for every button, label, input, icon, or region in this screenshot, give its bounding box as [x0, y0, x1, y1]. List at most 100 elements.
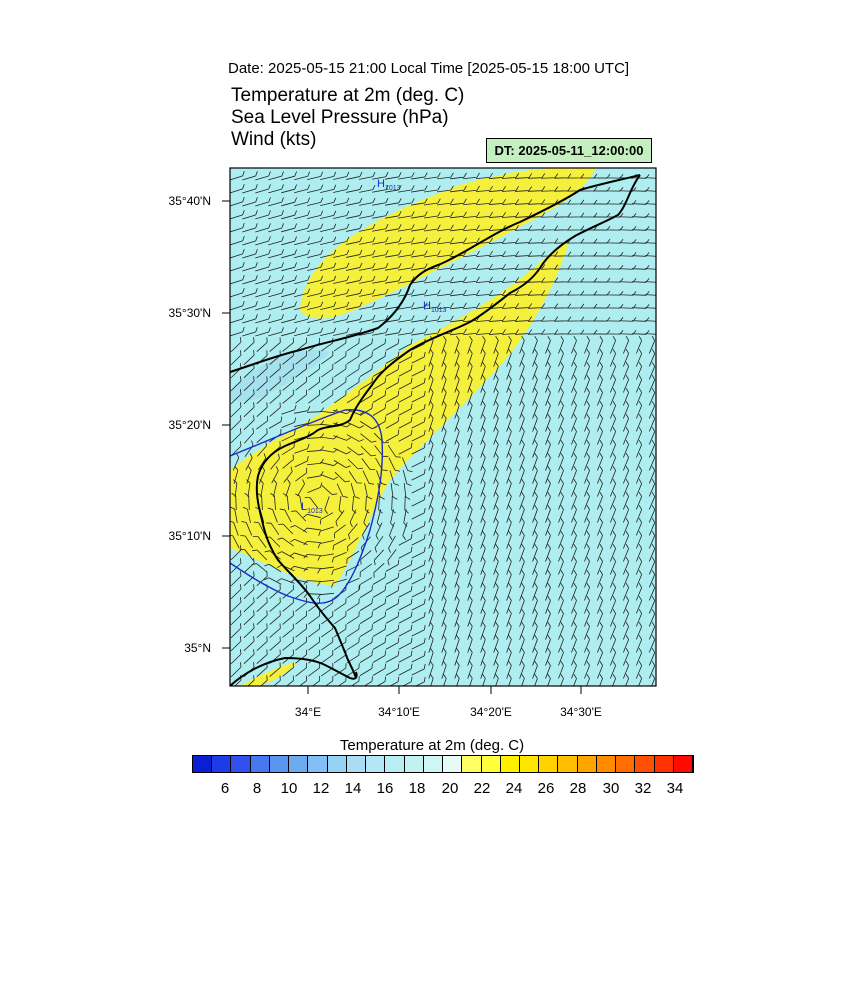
wind-barb — [493, 479, 499, 497]
wind-barb — [501, 212, 520, 218]
wind-barb — [411, 598, 426, 611]
wind-barb — [584, 466, 590, 484]
wind-barb — [532, 518, 538, 536]
wind-barb — [480, 349, 486, 367]
wind-barb — [514, 199, 533, 205]
wind-barb — [610, 531, 616, 549]
wind-barb — [462, 185, 480, 193]
wind-barb — [475, 289, 493, 297]
wind-barb — [398, 172, 415, 180]
wind-barb — [240, 535, 253, 549]
wind-barb — [597, 531, 603, 549]
wind-barb — [398, 429, 413, 442]
wind-barb — [622, 531, 630, 549]
wind-barb — [411, 442, 426, 455]
wind-barb — [255, 223, 271, 233]
wind-barb — [493, 557, 499, 575]
wind-barb — [475, 198, 493, 206]
wind-barb — [437, 250, 454, 258]
wind-barb — [635, 401, 643, 419]
isobar-1013-west — [230, 409, 346, 457]
wind-barb — [493, 583, 499, 601]
wind-barb — [333, 327, 350, 336]
wind-barb — [597, 648, 603, 666]
wind-barb — [346, 301, 363, 310]
wind-barb — [359, 301, 376, 310]
wind-barb — [242, 236, 258, 246]
wind-barb — [359, 650, 373, 663]
wind-barb — [545, 609, 551, 627]
wind-barb — [282, 493, 290, 511]
wind-barb — [428, 609, 434, 627]
wind-barb — [411, 481, 426, 494]
lat-label: 35°N — [184, 641, 211, 655]
wind-barb — [480, 505, 486, 523]
wind-barb — [243, 610, 255, 626]
colorbar-tick-label: 20 — [441, 780, 459, 797]
wind-barb — [488, 276, 506, 283]
wind-barb — [333, 377, 347, 391]
wind-barb — [454, 661, 460, 679]
wind-barb — [256, 610, 268, 625]
wind-barb — [441, 622, 447, 640]
colorbar-tick-label: 18 — [408, 780, 426, 797]
wind-barb — [320, 249, 337, 258]
wind-barb — [540, 212, 559, 218]
wind-barb — [273, 479, 277, 497]
wind-barb — [398, 377, 413, 390]
wind-barb — [584, 674, 590, 686]
wind-barb — [269, 623, 281, 638]
wind-barb — [622, 453, 630, 471]
wind-barb — [362, 522, 370, 540]
wind-barb — [398, 572, 413, 585]
wind-barb — [610, 362, 616, 380]
wind-barb — [519, 349, 525, 367]
wind-barb — [571, 427, 577, 445]
wind-barb — [333, 598, 347, 612]
wind-barb — [346, 249, 363, 258]
wind-barb — [635, 531, 643, 549]
colorbar-tick-label: 16 — [376, 780, 394, 797]
wind-barb — [255, 171, 271, 181]
wind-barb — [467, 531, 473, 549]
wind-barb — [519, 453, 525, 471]
wind-barb — [277, 537, 294, 547]
wind-barb — [622, 648, 630, 666]
wind-barb — [454, 635, 460, 653]
wind-barb — [584, 622, 590, 640]
wind-barb — [648, 440, 656, 458]
colorbar-swatch — [269, 756, 290, 772]
wind-barb — [597, 336, 603, 354]
wind-barb — [282, 584, 294, 599]
wind-barb — [519, 622, 525, 640]
wind-barb — [506, 453, 512, 471]
wind-barb — [385, 377, 400, 390]
wind-barb — [519, 479, 525, 497]
wind-barb — [558, 336, 564, 354]
wind-barb — [467, 427, 473, 445]
wind-barb — [385, 403, 400, 416]
wind-barb — [493, 570, 499, 588]
wind-barb — [610, 375, 616, 393]
wind-barb — [450, 276, 467, 284]
wind-barb — [622, 505, 630, 523]
wind-barb — [230, 314, 245, 324]
wind-barb — [584, 505, 590, 523]
wind-barb — [488, 263, 506, 270]
wind-barb — [635, 336, 643, 354]
wind-barb — [385, 237, 402, 245]
wind-barb — [519, 544, 525, 562]
wind-barb — [506, 388, 512, 406]
wind-barb — [398, 250, 415, 258]
wind-barb — [519, 375, 525, 393]
wind-barb — [385, 351, 400, 364]
colorbar-swatch — [462, 756, 482, 772]
wind-barb — [441, 362, 447, 380]
colorbar-swatch — [308, 756, 328, 772]
wind-barb — [317, 592, 335, 600]
wind-barb — [390, 483, 398, 500]
wind-barb — [467, 375, 473, 393]
wind-barb — [437, 237, 454, 245]
wind-barb — [648, 531, 656, 549]
wind-barb — [467, 648, 473, 666]
